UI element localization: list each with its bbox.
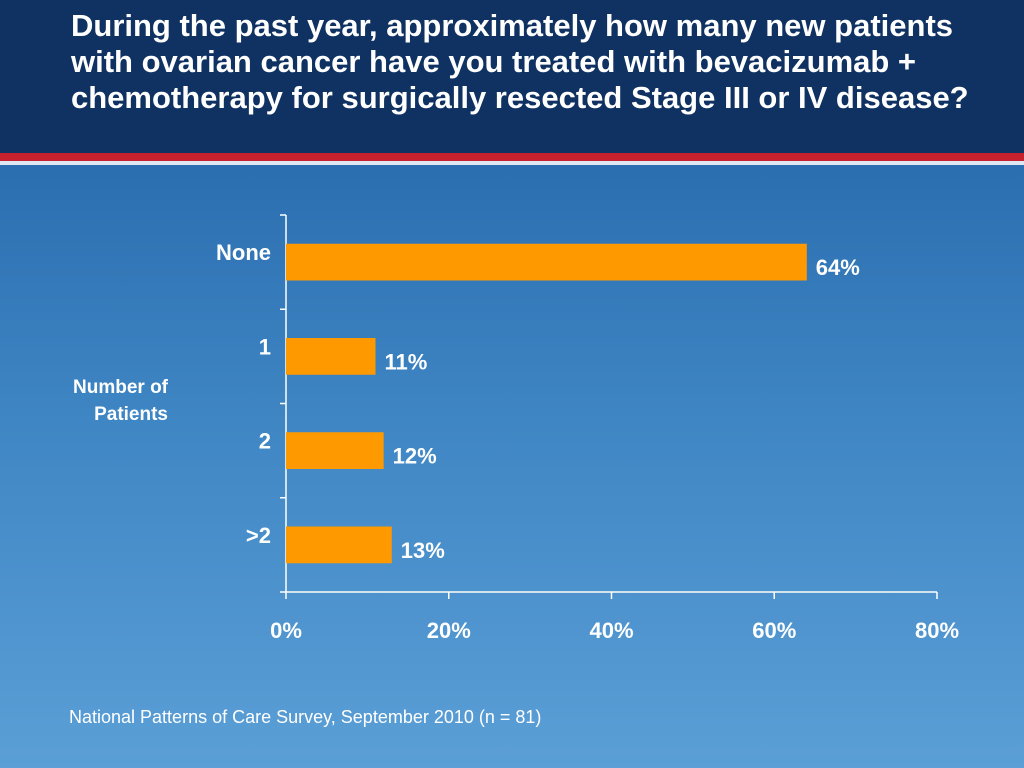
x-tick-label: 80% bbox=[915, 618, 959, 643]
source-footnote: National Patterns of Care Survey, Septem… bbox=[69, 707, 542, 727]
bar bbox=[286, 432, 384, 470]
bar bbox=[286, 243, 807, 281]
slide-title: During the past year, approximately how … bbox=[71, 8, 969, 115]
y-axis-title: Number of Patients bbox=[73, 377, 168, 425]
category-label: 1 bbox=[259, 334, 271, 359]
chart-labels: 0% 20% 40% 60% 80% None 64% 1 11% 2 12% >2 13% bbox=[216, 240, 959, 643]
x-tick-label: 40% bbox=[589, 618, 633, 643]
title-banner: During the past year, approximately how … bbox=[0, 0, 1024, 153]
value-label: 11% bbox=[385, 349, 428, 374]
bar bbox=[286, 337, 376, 375]
divider-rule bbox=[0, 161, 1024, 165]
value-label: 12% bbox=[393, 444, 437, 469]
value-label: 13% bbox=[401, 538, 445, 563]
x-tick-label: 60% bbox=[752, 618, 796, 643]
x-tick-label: 20% bbox=[427, 618, 471, 643]
category-label: >2 bbox=[246, 523, 271, 548]
accent-rule bbox=[0, 153, 1024, 161]
value-label: 64% bbox=[816, 255, 860, 280]
x-tick-label: 0% bbox=[270, 618, 302, 643]
category-label: 2 bbox=[259, 429, 271, 454]
bar bbox=[286, 526, 392, 564]
bar-series bbox=[286, 243, 807, 564]
category-label: None bbox=[216, 240, 271, 265]
